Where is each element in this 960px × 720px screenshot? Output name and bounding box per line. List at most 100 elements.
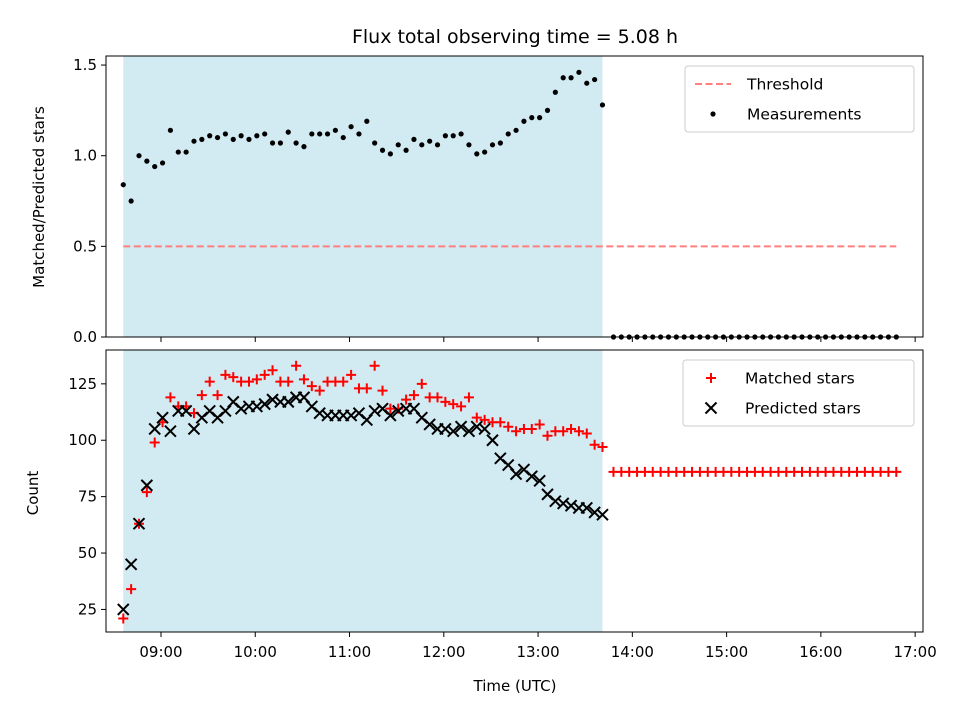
measurement-point — [246, 136, 252, 142]
matched-star-point — [259, 369, 270, 380]
matched-star-point — [165, 392, 176, 403]
measurement-point — [356, 131, 362, 137]
predicted-star-point — [187, 422, 201, 436]
measurement-point — [301, 144, 307, 150]
measurement-point — [489, 142, 496, 148]
matched-star-point — [346, 369, 357, 380]
predicted-star-point — [140, 479, 154, 492]
count-y-tick-label: 50 — [78, 544, 97, 562]
count-x-tick-label: 11:00 — [328, 643, 371, 661]
predicted-star-point — [179, 404, 193, 418]
measurement-point — [175, 149, 181, 155]
matched-star-point — [338, 376, 349, 387]
legend-matched-swatch — [706, 373, 716, 383]
measurement-point — [466, 142, 472, 148]
measurement-point — [136, 153, 142, 159]
count-y-tick-label: 100 — [68, 431, 97, 449]
measurement-point — [521, 118, 527, 124]
predicted-star-point — [470, 420, 483, 433]
legend-label: Predicted stars — [745, 400, 861, 418]
matched-star-point — [220, 369, 231, 380]
count-legend-box — [682, 359, 915, 427]
predicted-star-point — [368, 404, 381, 418]
legend-predicted-swatch — [704, 401, 718, 415]
measurement-point — [411, 136, 417, 142]
measurement-point — [332, 127, 338, 133]
measurement-point — [505, 131, 511, 137]
predicted-star-point — [596, 508, 609, 521]
measurement-point — [387, 151, 393, 157]
measurement-point — [277, 140, 283, 146]
matched-star-point — [432, 392, 443, 403]
measurement-point — [230, 136, 236, 142]
matched-star-point — [141, 487, 152, 498]
predicted-star-point — [580, 501, 593, 515]
legend-label: Matched stars — [745, 370, 855, 388]
predicted-star-point — [132, 517, 146, 530]
ratio-y-tick-label: 1.0 — [73, 147, 97, 165]
matched-star-point — [267, 365, 278, 376]
x-axis-title: Time (UTC) — [473, 677, 557, 695]
predicted-star-point — [156, 411, 169, 424]
matched-star-point — [526, 423, 537, 434]
predicted-star-point — [509, 467, 523, 481]
matched-star-point — [891, 466, 902, 477]
matched-star-point — [456, 401, 467, 412]
count-x-tick-label: 17:00 — [894, 643, 937, 661]
matched-star-point — [204, 376, 215, 387]
legend-label: Threshold — [746, 76, 823, 94]
predicted-star-point — [250, 400, 264, 413]
measurement-point — [560, 75, 566, 81]
matched-star-point — [361, 383, 372, 394]
predicted-star-point — [588, 506, 601, 519]
measurement-point — [529, 115, 535, 121]
predicted-star-point — [486, 434, 499, 447]
matched-star-point — [416, 378, 427, 389]
measurement-point — [199, 136, 205, 142]
star-count-panel: 25 50 75 100 125 09:00 10:00 11:00 12:00 13:00 14:… — [68, 349, 937, 661]
matched-star-point — [495, 417, 506, 428]
measurement-point — [442, 133, 448, 139]
predicted-star-point — [454, 420, 468, 433]
predicted-star-point — [564, 499, 578, 512]
measurement-point — [372, 140, 378, 146]
matched-star-point — [589, 439, 600, 450]
ratio-axes-frame — [105, 55, 924, 338]
matched-star-point — [597, 442, 608, 453]
predicted-star-point — [533, 474, 546, 488]
count-x-tick-label: 14:00 — [611, 643, 654, 661]
predicted-star-point — [439, 422, 452, 436]
measurement-point — [513, 127, 519, 133]
measurement-point — [317, 131, 323, 137]
measurement-point — [576, 69, 582, 75]
matched-star-point — [542, 430, 553, 441]
measurement-point — [285, 129, 291, 135]
predicted-star-point — [148, 422, 161, 436]
predicted-star-point — [234, 402, 248, 415]
count-x-tick-label: 09:00 — [139, 643, 182, 661]
matched-star-point — [558, 426, 569, 437]
predicted-star-point — [117, 603, 130, 616]
predicted-star-point — [556, 497, 570, 510]
measurement-point — [544, 107, 551, 113]
measurement-point — [144, 158, 150, 164]
matched-star-point — [448, 399, 459, 410]
predicted-star-point — [549, 494, 562, 508]
count-series-1 — [117, 391, 609, 616]
measurement-point — [434, 142, 441, 148]
ratio-y-tick-label: 0.5 — [73, 237, 97, 255]
predicted-star-point — [447, 425, 460, 438]
measurement-point — [293, 140, 299, 146]
count-axes-frame — [105, 349, 924, 633]
matched-star-point — [243, 376, 254, 387]
matched-star-point — [314, 385, 325, 396]
predicted-star-point — [384, 409, 397, 422]
count-x-tick-label: 12:00 — [422, 643, 465, 661]
measurement-point — [340, 134, 346, 141]
measurement-point — [568, 75, 574, 81]
ratio-legend: Threshold Measurements — [684, 65, 915, 133]
ratio-observing-window — [123, 56, 603, 337]
measurement-point — [403, 147, 409, 153]
matched-star-point — [534, 419, 545, 430]
measurement-point — [120, 182, 126, 188]
